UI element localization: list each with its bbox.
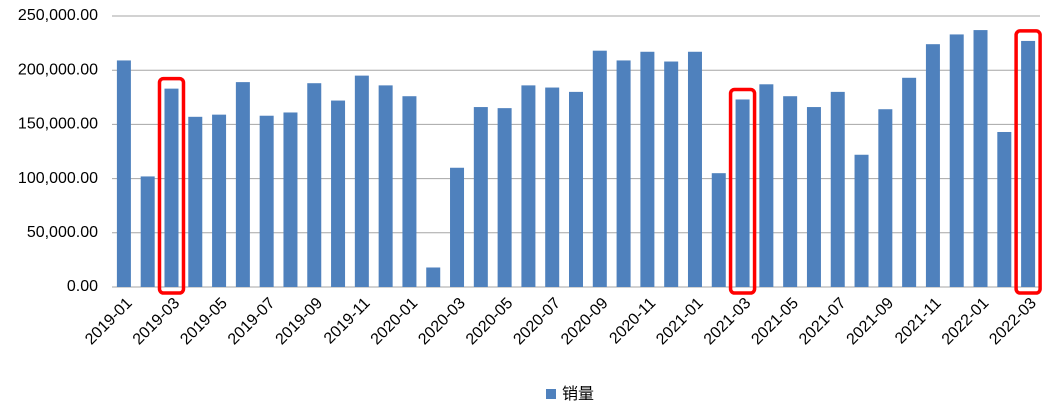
- bar: [830, 91, 845, 287]
- x-tick-label: 2020-05: [463, 295, 517, 349]
- bar: [140, 176, 155, 287]
- x-tick-label: 2019-01: [82, 295, 136, 349]
- y-tick-label: 200,000.00: [18, 61, 98, 78]
- x-tick-label: 2020-03: [415, 295, 469, 349]
- bar: [687, 51, 702, 287]
- bar: [997, 131, 1012, 287]
- bar: [402, 96, 417, 287]
- bar: [592, 50, 607, 287]
- bar: [521, 85, 536, 287]
- bar: [902, 77, 917, 288]
- x-tick-label: 2020-01: [368, 295, 422, 349]
- bar: [235, 82, 250, 288]
- legend-swatch: [546, 389, 556, 399]
- x-tick-label: 2020-11: [606, 295, 659, 348]
- x-tick-label: 2020-07: [510, 295, 564, 349]
- bar: [354, 75, 369, 288]
- bar: [925, 44, 940, 288]
- bar: [949, 34, 964, 287]
- y-tick-label: 0.00: [67, 278, 98, 295]
- bar: [426, 267, 441, 287]
- x-tick-label: 2021-11: [892, 295, 945, 348]
- x-tick-label: 2020-09: [558, 295, 612, 349]
- bar: [545, 87, 560, 287]
- bar: [164, 88, 179, 288]
- x-tick-label: 2021-05: [748, 295, 802, 349]
- bar: [878, 109, 893, 287]
- bar: [759, 84, 774, 288]
- y-tick-label: 150,000.00: [18, 116, 98, 133]
- bar: [212, 114, 227, 287]
- bar: [473, 107, 488, 287]
- bar: [259, 115, 274, 287]
- bar: [640, 51, 655, 287]
- x-tick-label: 2019-03: [130, 295, 184, 349]
- y-tick-label: 50,000.00: [27, 224, 98, 241]
- y-tick-label: 100,000.00: [18, 170, 98, 187]
- x-tick-label: 2021-01: [653, 295, 707, 349]
- x-tick-label: 2021-09: [844, 295, 898, 349]
- bar: [331, 100, 346, 287]
- bar: [1021, 40, 1036, 287]
- bar: [854, 154, 869, 287]
- bar: [973, 30, 988, 287]
- bar: [307, 83, 322, 287]
- bar: [497, 108, 512, 287]
- highlight-box: [728, 87, 757, 295]
- bar: [783, 96, 798, 287]
- x-tick-label: 2021-03: [701, 295, 755, 349]
- x-tick-label: 2019-05: [177, 295, 231, 349]
- highlight-box: [157, 76, 186, 295]
- y-tick-label: 250,000.00: [18, 7, 98, 24]
- x-tick-label: 2019-07: [225, 295, 279, 349]
- bar: [569, 91, 583, 287]
- bar: [711, 173, 726, 287]
- x-tick-label: 2022-01: [939, 295, 993, 349]
- bar: [378, 85, 393, 287]
- x-tick-label: 2021-07: [796, 295, 850, 349]
- highlight-box: [1014, 29, 1042, 295]
- bar: [188, 116, 203, 287]
- bar: [735, 99, 750, 287]
- legend-label: 销量: [562, 385, 594, 403]
- bar: [806, 107, 821, 287]
- x-tick-label: 2022-03: [986, 295, 1040, 349]
- x-tick-label: 2019-09: [273, 295, 327, 349]
- bar: [616, 60, 631, 287]
- bar: [283, 112, 298, 287]
- bar: [450, 167, 465, 287]
- x-tick-label: 2019-11: [321, 295, 374, 348]
- bar: [664, 61, 679, 287]
- bar: [116, 60, 131, 287]
